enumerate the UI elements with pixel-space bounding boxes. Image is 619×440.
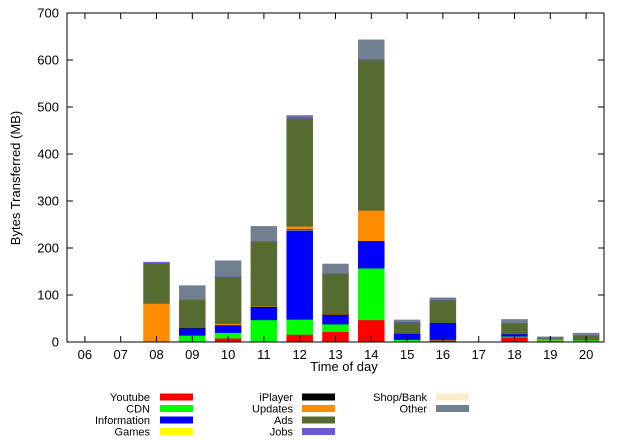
bar-12-jobs — [286, 116, 313, 119]
bar-15-ads — [393, 322, 421, 334]
legend-label-shop-bank: Shop/Bank — [373, 392, 427, 404]
bar-15-other — [393, 319, 421, 323]
legend-swatch-iplayer — [302, 393, 335, 401]
x-tick-label: 19 — [543, 347, 557, 362]
bar-14-information — [358, 241, 385, 269]
legend-label-youtube: Youtube — [110, 392, 150, 404]
bar-13-other — [322, 263, 349, 274]
x-tick-label: 20 — [579, 347, 593, 362]
bar-14-ads — [358, 59, 385, 211]
legend-swatch-shop-bank — [436, 393, 469, 401]
x-tick-label: 16 — [436, 347, 450, 362]
legend-label-jobs: Jobs — [270, 427, 294, 439]
legend-swatch-updates — [302, 405, 335, 412]
x-tick-label: 15 — [400, 347, 414, 362]
x-axis-title: Time of day — [310, 359, 378, 374]
legend-label-games: Games — [115, 427, 151, 439]
bar-13-ads — [322, 273, 349, 315]
y-tick-label: 400 — [37, 147, 59, 162]
y-tick-label: 300 — [37, 194, 59, 209]
x-tick-label: 13 — [328, 347, 342, 362]
bar-12-updates — [286, 226, 313, 230]
legend-swatch-games — [160, 428, 193, 435]
legend-label-cdn: CDN — [126, 404, 150, 416]
bar-12-ads — [286, 118, 313, 227]
bar-09-ads — [179, 299, 206, 329]
bar-08-updates — [143, 303, 170, 343]
bar-18-ads — [501, 322, 528, 335]
bar-11-ads — [250, 241, 278, 307]
bar-13-information — [322, 314, 349, 325]
y-axis-title: Bytes Transferred (MB) — [8, 111, 23, 245]
x-tick-label: 14 — [364, 347, 378, 362]
y-tick-label: 0 — [52, 335, 59, 350]
bar-20-other — [572, 332, 600, 336]
bar-13-cdn — [322, 323, 349, 332]
bar-09-information — [179, 328, 206, 336]
x-tick-label: 07 — [113, 347, 127, 362]
legend-label-information: Information — [95, 415, 150, 427]
x-tick-label: 09 — [185, 347, 199, 362]
bar-16-ads — [429, 299, 457, 323]
x-tick-label: 08 — [149, 347, 163, 362]
y-tick-label: 100 — [37, 288, 59, 303]
bar-10-other — [214, 260, 242, 277]
axes-layer: 0 100 200 300 400 500 600 700 06 07 08 09 10 11 12 13 14… — [37, 6, 605, 362]
bar-11-other — [250, 226, 278, 242]
bar-12-other — [286, 115, 313, 117]
y-tick-label: 600 — [37, 53, 59, 68]
bar-14-updates — [358, 210, 385, 242]
legend-label-updates: Updates — [252, 404, 293, 416]
bar-08-jobs — [143, 261, 170, 264]
legend-swatch-information — [160, 416, 193, 424]
bar-10-ads — [214, 276, 242, 324]
legend-swatch-ads — [302, 416, 335, 424]
bar-12-information — [286, 229, 313, 320]
bar-11-information — [250, 306, 278, 321]
y-tick-label: 200 — [37, 241, 59, 256]
y-tick-label: 700 — [37, 6, 59, 21]
bar-16-other — [429, 297, 457, 300]
x-tick-label: 18 — [507, 347, 521, 362]
y-tick-label: 500 — [37, 100, 59, 115]
bars-layer — [143, 39, 600, 343]
legend-label-ads: Ads — [274, 415, 293, 427]
legend-swatch-other — [436, 405, 469, 412]
bar-14-cdn — [358, 267, 385, 321]
legend-swatch-youtube — [160, 393, 193, 401]
bar-14-other — [358, 39, 385, 59]
legend-swatch-jobs — [302, 428, 335, 435]
bar-18-other — [501, 319, 528, 323]
bar-10-information — [214, 325, 242, 333]
x-tick-label: 17 — [471, 347, 485, 362]
legend-label-iplayer: iPlayer — [259, 392, 293, 404]
x-tick-label: 11 — [257, 347, 271, 362]
x-tick-label: 10 — [221, 347, 235, 362]
bar-12-cdn — [286, 319, 313, 335]
legend-label-other: Other — [399, 404, 427, 416]
x-tick-label: 06 — [78, 347, 92, 362]
bar-08-ads — [143, 262, 170, 304]
x-tick-label: 12 — [292, 347, 306, 362]
bar-09-other — [179, 285, 206, 300]
legend-swatch-cdn — [160, 405, 193, 412]
